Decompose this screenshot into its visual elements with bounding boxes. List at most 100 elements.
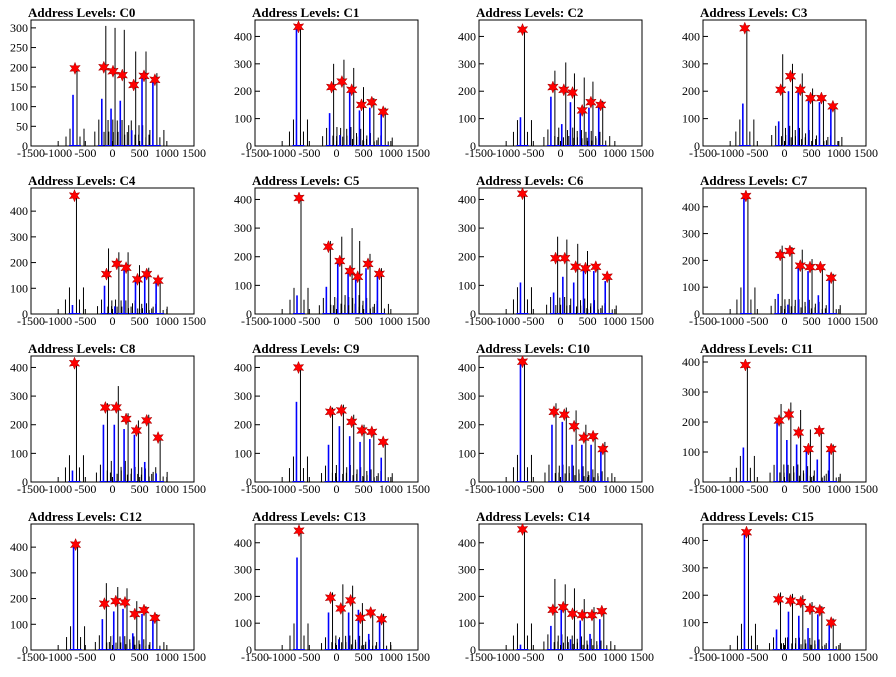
y-tick-label: 0 <box>22 475 28 489</box>
x-tick-label: -1500 <box>465 482 493 496</box>
x-tick-label: 0 <box>334 314 340 328</box>
peak-marker <box>107 64 119 78</box>
x-tick-label: 1500 <box>854 314 878 328</box>
plot-frame <box>702 19 867 147</box>
y-tick-label: 100 <box>234 112 252 126</box>
y-tick-label: 200 <box>682 588 700 602</box>
x-tick-label: 1000 <box>155 314 179 328</box>
y-tick-label: 400 <box>458 192 476 206</box>
x-tick-label: 500 <box>803 146 821 160</box>
y-tick-label: 100 <box>682 445 700 459</box>
y-tick-label: 400 <box>234 360 252 374</box>
x-tick-label: -1000 <box>716 314 744 328</box>
peak-marker <box>355 98 368 112</box>
x-tick-label: -1500 <box>241 146 269 160</box>
panel-4: Address Levels: C4 0 100 200 300 400 -1500 -100… <box>10 173 206 328</box>
peak-marker <box>130 423 143 438</box>
peak-marker <box>362 257 374 271</box>
x-tick-label: -500 <box>746 314 768 328</box>
peak-marker <box>590 260 602 274</box>
peak-marker <box>68 189 81 203</box>
y-tick-label: 0 <box>470 643 476 657</box>
plot-frame <box>30 187 195 315</box>
peak-marker <box>68 356 81 370</box>
y-tick-label: 50 <box>16 119 28 133</box>
peak-marker <box>140 413 153 428</box>
panel-title: Address Levels: C13 <box>252 509 366 524</box>
x-tick-label: -500 <box>74 146 96 160</box>
panel-title: Address Levels: C14 <box>476 509 590 524</box>
y-tick-label: 300 <box>682 385 700 399</box>
peak-marker <box>576 608 588 622</box>
x-tick-label: 500 <box>131 314 149 328</box>
peak-marker <box>99 400 112 415</box>
peak-marker <box>548 405 560 419</box>
peak-marker <box>516 355 529 369</box>
y-tick-label: 150 <box>10 80 28 94</box>
y-tick-label: 0 <box>22 139 28 153</box>
peak-marker <box>794 83 807 97</box>
peak-marker <box>813 424 826 438</box>
peak-marker <box>558 408 571 422</box>
x-tick-label: 1000 <box>827 314 851 328</box>
x-tick-label: 1500 <box>406 314 430 328</box>
peak-marker <box>335 601 347 616</box>
x-tick-label: 1500 <box>630 650 654 664</box>
x-tick-label: 0 <box>334 146 340 160</box>
x-tick-label: -1500 <box>241 482 269 496</box>
x-tick-label: 1000 <box>379 650 403 664</box>
x-tick-label: 1500 <box>854 482 878 496</box>
x-tick-label: 0 <box>334 650 340 664</box>
x-tick-label: 500 <box>579 650 597 664</box>
y-tick-label: 0 <box>246 307 252 321</box>
x-tick-label: 1000 <box>155 482 179 496</box>
y-tick-label: 0 <box>470 475 476 489</box>
x-tick-label: 0 <box>110 314 116 328</box>
peak-marker <box>344 593 357 608</box>
peak-marker <box>559 251 571 265</box>
peak-marker <box>152 273 164 288</box>
peak-marker <box>356 423 368 438</box>
peak-marker <box>825 442 837 456</box>
x-tick-label: -500 <box>298 650 320 664</box>
y-tick-label: 300 <box>234 389 252 403</box>
peak-marker <box>140 267 153 281</box>
x-tick-label: -1000 <box>716 482 744 496</box>
peak-marker <box>98 597 111 611</box>
peak-marker <box>585 95 597 109</box>
x-tick-label: -1500 <box>689 146 717 160</box>
peak-marker <box>814 603 826 617</box>
panel-12: Address Levels: C12 0 100 200 300 400 -1500 -10… <box>10 509 206 664</box>
peak-marker <box>322 240 335 254</box>
x-tick-label: 0 <box>782 314 788 328</box>
x-tick-label: -1500 <box>241 650 269 664</box>
peak-marker <box>794 259 807 273</box>
y-tick-label: 100 <box>234 446 252 460</box>
peak-marker <box>69 61 81 76</box>
peak-marker <box>292 20 305 34</box>
peak-marker <box>98 60 110 74</box>
peak-marker <box>127 78 140 92</box>
peak-marker <box>815 91 828 105</box>
x-tick-label: 1500 <box>630 482 654 496</box>
peak-marker <box>344 264 356 278</box>
plot-frame <box>30 355 195 483</box>
y-tick-label: 200 <box>458 418 476 432</box>
peak-marker <box>774 83 787 97</box>
y-tick-label: 300 <box>682 227 700 241</box>
y-tick-label: 400 <box>682 533 700 547</box>
y-tick-label: 200 <box>10 60 28 74</box>
peak-marker <box>783 407 795 422</box>
y-tick-label: 400 <box>458 536 476 550</box>
x-tick-label: 1000 <box>827 146 851 160</box>
x-tick-label: 0 <box>110 146 116 160</box>
x-tick-label: 0 <box>558 482 564 496</box>
panel-3: Address Levels: C3 0 100 200 300 400 -1500 -100… <box>682 5 878 160</box>
panel-title: Address Levels: C15 <box>700 509 814 524</box>
y-tick-label: 100 <box>10 617 28 631</box>
y-tick-label: 200 <box>682 415 700 429</box>
x-tick-label: -1000 <box>492 650 520 664</box>
peak-marker <box>516 22 529 37</box>
peak-marker <box>345 83 358 97</box>
y-tick-label: 400 <box>458 360 476 374</box>
